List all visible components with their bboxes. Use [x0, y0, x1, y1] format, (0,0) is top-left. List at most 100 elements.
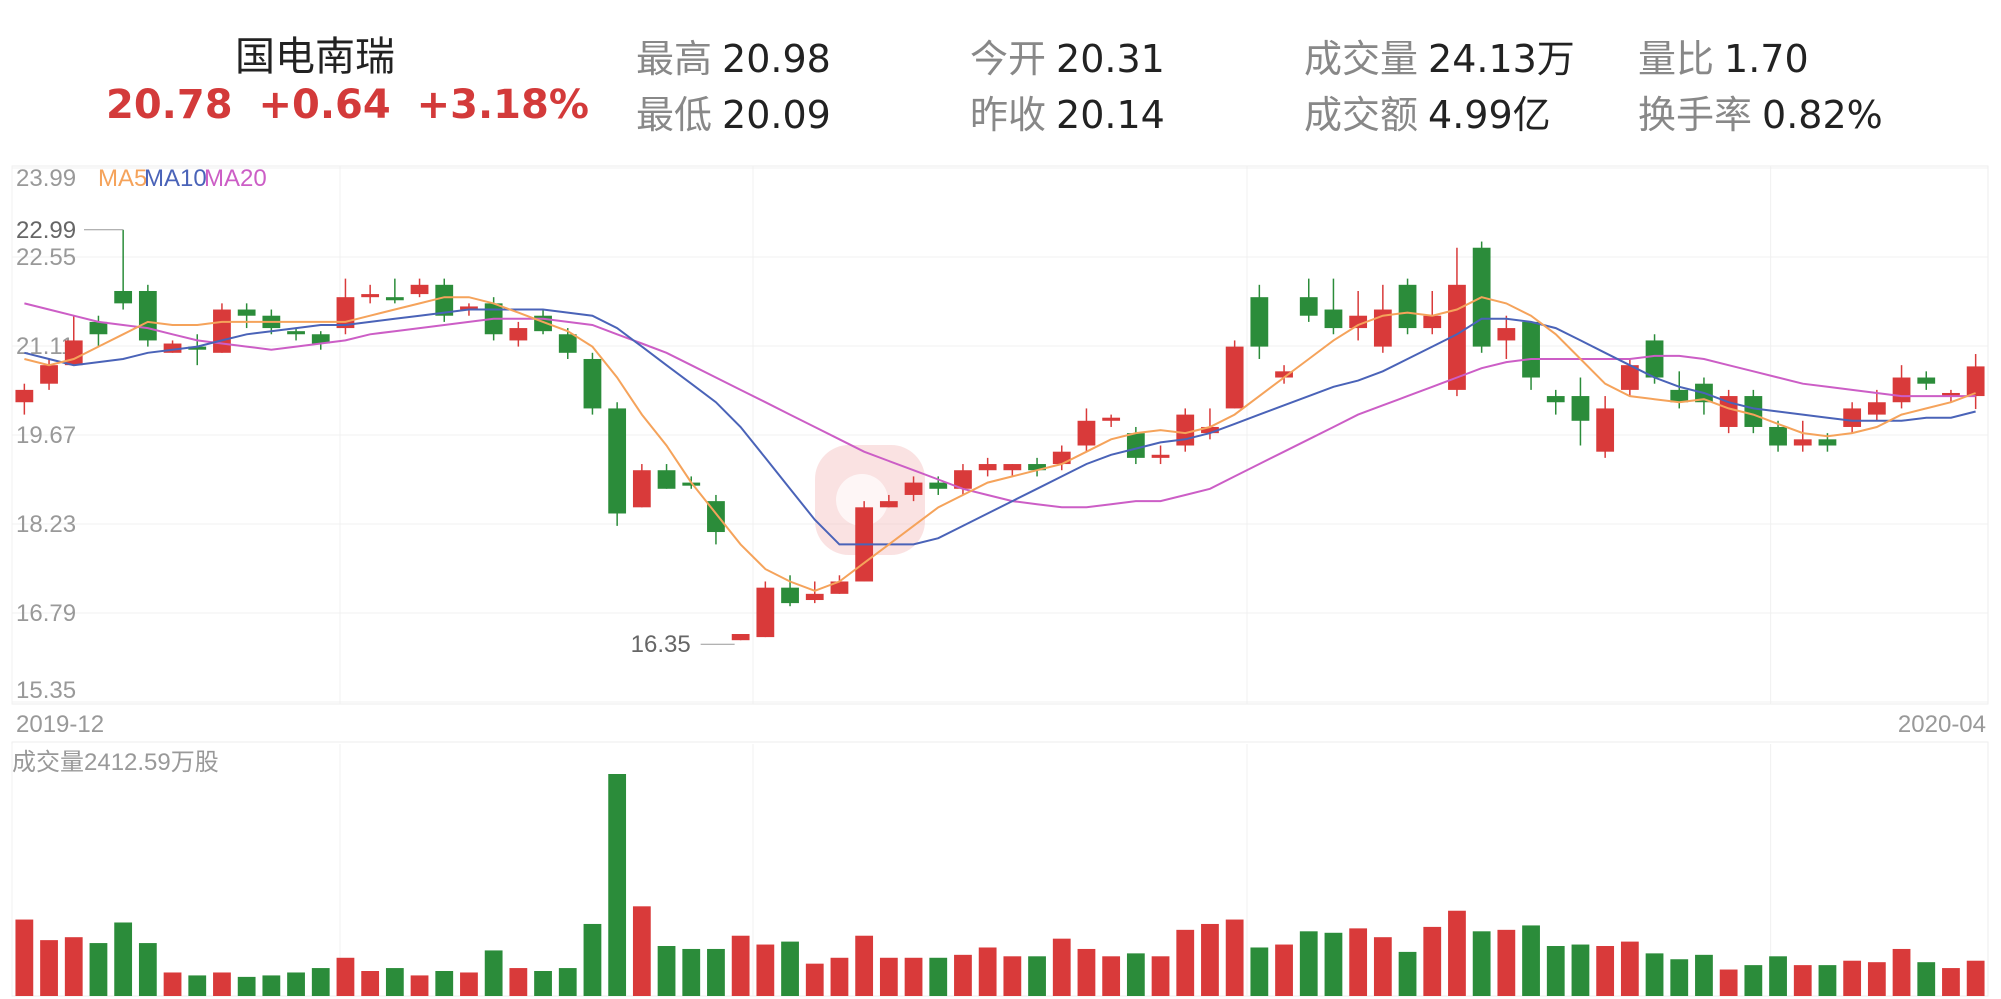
volume-bar — [855, 935, 874, 996]
candle-body — [1769, 426, 1787, 446]
y-tick-label: 23.99 — [16, 165, 76, 192]
volume-bar — [1052, 938, 1071, 996]
candle-body — [213, 309, 231, 353]
candle-body — [1596, 408, 1615, 452]
candle-body — [1102, 417, 1121, 421]
candle-body — [1398, 284, 1417, 329]
volume-bar — [978, 947, 997, 996]
candle-body — [40, 365, 58, 384]
candle-body — [64, 340, 83, 366]
candle-body — [1843, 408, 1862, 427]
stat-label: 最低 — [636, 93, 713, 137]
price-line: 20.78 +0.64 +3.18% — [100, 82, 589, 128]
stat-value: 20.14 — [1056, 93, 1165, 137]
candle-body — [1151, 454, 1170, 458]
volume-bar — [1077, 948, 1096, 996]
x-tick-label: 2020-04 — [1898, 711, 1986, 738]
candle-body — [1670, 389, 1689, 403]
current-price: 20.78 — [106, 82, 233, 128]
candle-body — [1546, 396, 1565, 403]
volume-bar — [1299, 931, 1318, 996]
stat-label: 换手率 — [1638, 93, 1753, 137]
volume-bar — [1448, 910, 1466, 996]
candle-body — [1793, 439, 1812, 446]
volume-bar — [657, 946, 676, 996]
stat-label: 成交额 — [1304, 93, 1419, 137]
candle-body — [731, 634, 750, 641]
candle-body — [1201, 426, 1219, 434]
y-tick-label: 15.35 — [16, 677, 76, 704]
candle-body — [385, 297, 404, 301]
stat-value: 20.98 — [722, 37, 831, 81]
candle-body — [1522, 321, 1540, 378]
volume-bar — [385, 968, 404, 996]
stat-amount: 成交额 4.99亿 — [1304, 84, 1551, 139]
volume-bar — [1126, 953, 1145, 996]
high-annotation: 22.99 — [16, 217, 76, 244]
volume-bar — [262, 975, 281, 996]
volume-bar — [188, 975, 207, 996]
y-tick-label: 16.79 — [16, 600, 76, 627]
volume-bar — [558, 968, 577, 996]
volume-bar — [213, 972, 231, 996]
volume-bar — [1497, 929, 1516, 996]
stat-label: 今开 — [970, 37, 1047, 81]
volume-bar — [1571, 944, 1590, 996]
quote-header: 国电南瑞 20.78 +0.64 +3.18% 最高 20.98 最低 20.09 … — [0, 0, 2001, 160]
candle-body — [657, 470, 676, 489]
volume-bar — [237, 976, 256, 996]
volume-bar — [138, 943, 157, 996]
volume-bar — [608, 774, 627, 996]
volume-bar — [1225, 919, 1244, 996]
candle-body — [509, 328, 528, 341]
candle-body — [978, 464, 997, 471]
kline-chart: 23.9922.5521.1119.6718.2316.7915.35MA5MA… — [11, 165, 1989, 997]
volume-bar — [64, 937, 83, 996]
candle-body — [15, 389, 34, 403]
stat-prev-close: 昨收 20.14 — [970, 84, 1165, 139]
volume-bar — [1201, 923, 1219, 996]
volume-bar — [781, 941, 799, 996]
volume-bar — [1176, 929, 1195, 996]
stat-open: 今开 20.31 — [970, 28, 1165, 83]
stat-label: 成交量 — [1304, 37, 1419, 81]
legend-ma10: MA10 — [144, 165, 207, 192]
volume-bar — [1843, 960, 1862, 996]
volume-bar — [1275, 944, 1293, 996]
stat-value: 20.09 — [722, 93, 831, 137]
stat-label: 量比 — [1638, 37, 1715, 81]
ma20-line — [24, 302, 1976, 509]
volume-bar — [1744, 965, 1763, 996]
volume-bar — [1917, 962, 1936, 996]
candle-body — [929, 482, 948, 489]
candle-body — [311, 334, 330, 344]
candle-body — [1003, 464, 1022, 471]
candle-body — [1373, 309, 1392, 347]
volume-bar — [1793, 965, 1812, 996]
volume-bar — [89, 943, 108, 996]
volume-bar — [1102, 956, 1121, 996]
candle-body — [1620, 365, 1639, 390]
candle-body — [830, 581, 849, 594]
candle-body — [1818, 439, 1837, 446]
volume-bar — [1769, 956, 1787, 996]
candle-body — [138, 290, 157, 341]
volume-bar — [114, 922, 133, 996]
volume-bar — [929, 957, 948, 996]
volume-bar — [830, 957, 849, 996]
y-tick-label: 21.11 — [16, 333, 74, 360]
volume-bar — [1398, 951, 1417, 996]
stat-volume: 成交量 24.13万 — [1304, 28, 1575, 83]
volume-bar — [336, 957, 355, 996]
candle-body — [435, 284, 454, 316]
x-tick-label: 2019-12 — [16, 711, 104, 738]
candle-body — [1867, 402, 1886, 415]
stat-volume-ratio: 量比 1.70 — [1638, 28, 1809, 83]
volume-panel-frame — [11, 741, 1989, 997]
volume-bar — [1892, 948, 1911, 996]
candle-body — [1250, 297, 1269, 347]
volume-label: 成交量2412.59万股 — [12, 749, 219, 776]
volume-bar — [1942, 968, 1960, 996]
volume-bar — [287, 972, 305, 996]
stat-turnover: 换手率 0.82% — [1638, 84, 1883, 139]
